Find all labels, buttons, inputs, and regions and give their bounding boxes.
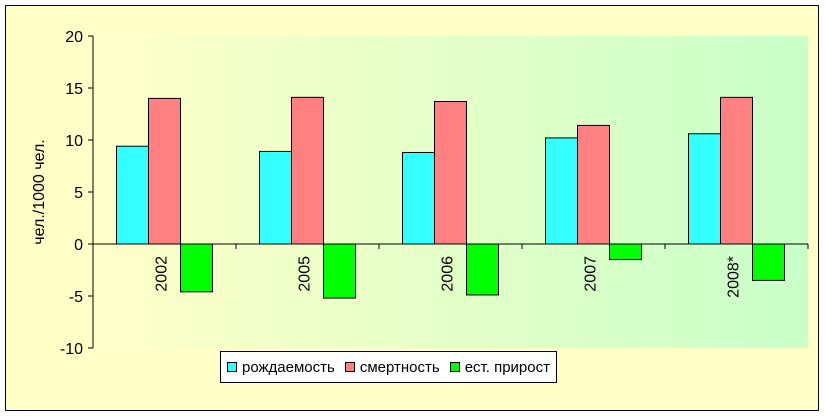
bar-chart: 20 15 10 5 0 -5 -10 2002 2005 2006 2007 2008* чел./… (31, 29, 809, 358)
x-category-label: 2007 (583, 256, 600, 292)
bar-birth (259, 150, 292, 245)
bar-growth (323, 243, 356, 299)
bar-death (148, 97, 181, 245)
bar-growth (752, 243, 785, 281)
legend: рождаемость смертность ест. прирост (220, 351, 557, 383)
y-tick-label: -5 (69, 289, 83, 306)
y-tick-label: 20 (65, 29, 83, 46)
y-axis-title: чел./1000 чел. (31, 139, 48, 244)
legend-label: ест. прирост (464, 358, 550, 376)
x-category-label: 2005 (297, 256, 314, 292)
bar-birth (402, 151, 435, 245)
x-category-label: 2008* (726, 256, 743, 298)
bar-birth (688, 133, 721, 245)
legend-swatch (344, 362, 355, 372)
legend-item: смертность (344, 358, 440, 376)
legend-swatch (227, 362, 237, 372)
bar-death (720, 96, 753, 245)
legend-swatch (449, 362, 460, 372)
y-tick-label: -10 (60, 341, 83, 358)
bar-birth (545, 137, 578, 245)
bar-birth (116, 145, 149, 245)
bar-death (577, 124, 610, 245)
y-tick-label: 15 (65, 81, 83, 98)
bar-growth (180, 243, 213, 293)
legend-item: ест. прирост (449, 358, 550, 376)
y-tick-label: 5 (74, 185, 83, 202)
chart-frame: 20 15 10 5 0 -5 -10 2002 2005 2006 2007 2008* чел./… (5, 5, 819, 411)
bar-growth (466, 243, 499, 296)
x-category-label: 2006 (440, 256, 457, 292)
bar-growth (609, 243, 642, 261)
y-tick-label: 10 (65, 133, 83, 150)
x-category-label: 2002 (154, 256, 171, 292)
y-tick-label: 0 (74, 237, 83, 254)
bar-death (434, 101, 467, 245)
legend-label: смертность (359, 358, 440, 376)
legend-item: рождаемость (227, 359, 335, 376)
bar-death (291, 96, 324, 245)
legend-label: рождаемость (242, 358, 335, 376)
